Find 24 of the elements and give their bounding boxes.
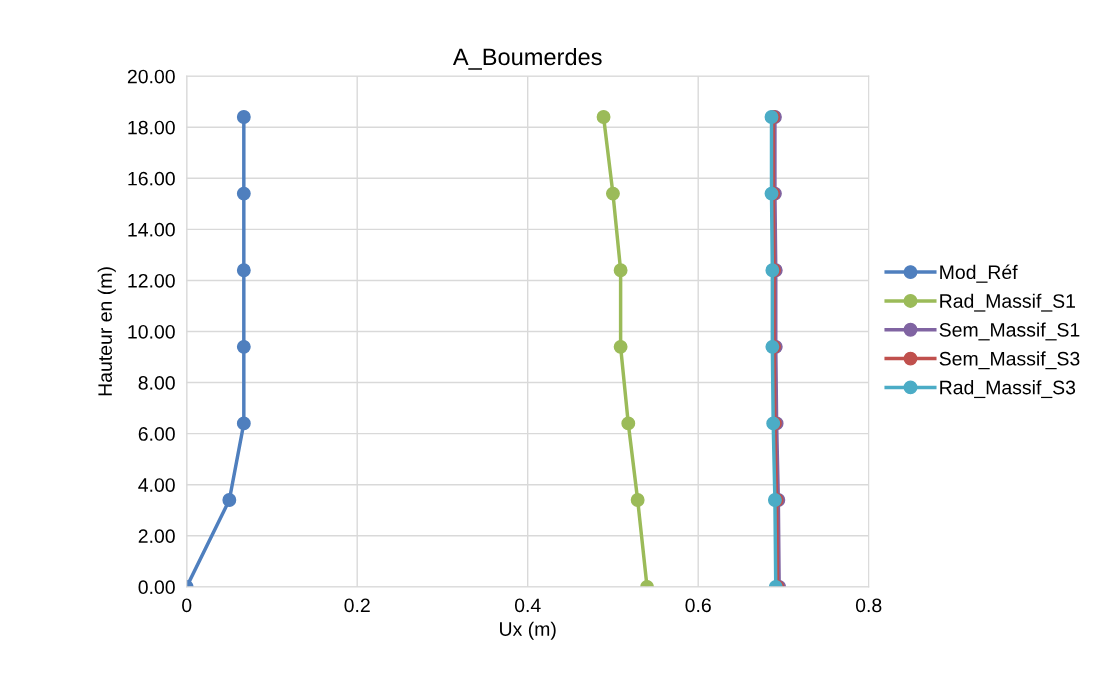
x-tick-label: 0.2 [344, 598, 370, 613]
legend-label: Rad_Massif_S3 [940, 380, 1076, 399]
legend-label: Sem_Massif_S1 [939, 322, 1080, 341]
chart-title: A_Boumerdes [452, 47, 602, 70]
y-tick-label: 2.00 [138, 529, 175, 544]
legend-label: Rad_Massif_S1 [940, 293, 1075, 312]
y-tick-label: 12.00 [128, 273, 175, 288]
legend-label: Sem_Massif_S3 [939, 351, 1080, 370]
y-tick-label: 20.00 [127, 69, 175, 84]
y-tick-label: 0.00 [138, 580, 175, 595]
x-axis-title: Ux (m) [500, 621, 556, 640]
y-tick-label: 6.00 [138, 427, 175, 441]
x-tick-label: 0.4 [514, 598, 541, 613]
y-tick-label: 18.00 [128, 120, 175, 135]
y-tick-label: 4.00 [138, 478, 175, 492]
y-tick-label: 10.00 [128, 324, 175, 339]
y-tick-label: 8.00 [138, 376, 175, 390]
x-tick-label: 0.8 [855, 598, 882, 613]
y-axis-title: Hauteur en (m) [97, 267, 116, 396]
legend-label: Mod_Réf [940, 264, 1018, 283]
x-tick-label: 0 [182, 598, 192, 613]
x-tick-label: 0.6 [685, 598, 711, 613]
y-tick-label: 16.00 [128, 171, 175, 186]
y-tick-label: 14.00 [128, 222, 175, 237]
